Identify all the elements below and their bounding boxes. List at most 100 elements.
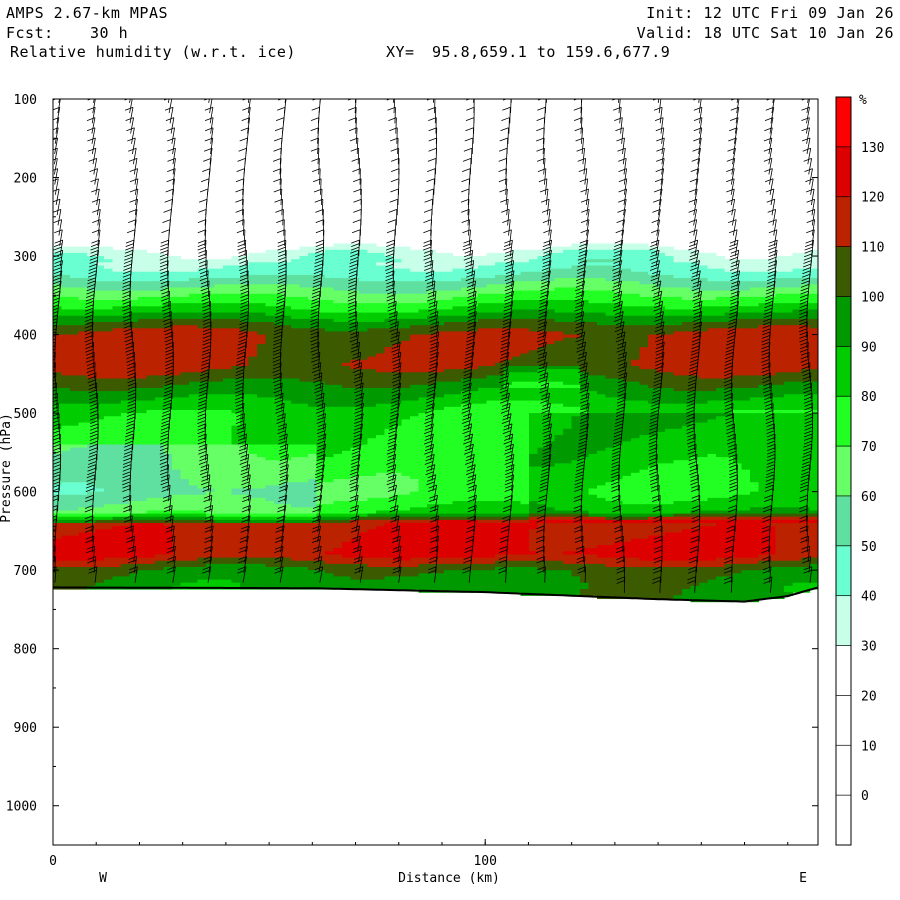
rh-cell <box>95 290 105 295</box>
rh-cell <box>265 300 275 304</box>
rh-cell <box>231 278 241 282</box>
rh-cell <box>87 281 97 285</box>
rh-cell <box>707 306 717 311</box>
rh-cell <box>206 278 216 282</box>
rh-cell <box>316 331 326 336</box>
rh-cell <box>189 322 199 326</box>
rh-cell <box>172 334 182 339</box>
rh-cell <box>350 315 360 320</box>
rh-cell <box>146 287 156 292</box>
rh-cell <box>571 296 581 301</box>
rh-cell <box>614 303 624 307</box>
rh-cell <box>231 271 241 276</box>
rh-cell <box>461 293 471 298</box>
rh-cell <box>418 259 428 263</box>
rh-cell <box>503 252 513 257</box>
rh-cell <box>520 262 530 267</box>
rh-cell <box>418 271 428 276</box>
rh-cell <box>580 287 590 292</box>
rh-cell <box>809 325 818 329</box>
rh-cell <box>410 252 420 257</box>
rh-cell <box>809 259 818 263</box>
rh-cell <box>631 344 641 348</box>
rh-cell <box>342 337 352 342</box>
rh-cell <box>61 344 71 348</box>
rh-cell <box>639 271 649 276</box>
rh-cell <box>716 274 726 279</box>
rh-cell <box>342 306 352 311</box>
rh-cell <box>410 350 420 355</box>
rh-cell <box>223 268 233 273</box>
rh-cell <box>520 287 530 292</box>
rh-cell <box>758 268 768 273</box>
rh-cell <box>393 315 403 320</box>
rh-cell <box>631 290 641 295</box>
rh-cell <box>529 268 539 273</box>
rh-cell <box>257 262 267 267</box>
rh-cell <box>342 265 352 270</box>
rh-cell <box>656 281 666 285</box>
rh-cell <box>520 271 530 276</box>
rh-cell <box>512 293 522 298</box>
rh-cell <box>214 347 224 351</box>
rh-cell <box>605 300 615 304</box>
rh-cell <box>231 312 241 317</box>
rh-cell <box>648 312 658 317</box>
rh-cell <box>155 287 165 292</box>
rh-cell <box>291 281 301 285</box>
rh-cell <box>316 356 326 361</box>
rh-cell <box>478 303 488 307</box>
rh-cell <box>291 284 301 289</box>
rh-cell <box>291 262 301 267</box>
rh-cell <box>469 350 479 355</box>
rh-cell <box>809 262 818 267</box>
rh-cell <box>282 353 292 358</box>
rh-cell <box>95 249 105 254</box>
rh-cell <box>597 347 607 351</box>
rh-cell <box>784 300 794 304</box>
rh-cell <box>299 315 309 320</box>
rh-cell <box>61 278 71 282</box>
rh-cell <box>631 259 641 263</box>
rh-cell <box>444 325 454 329</box>
rh-cell <box>138 303 148 307</box>
rh-cell <box>554 356 564 361</box>
rh-cell <box>265 262 275 267</box>
rh-cell <box>223 344 233 348</box>
rh-cell <box>248 350 258 355</box>
rh-cell <box>741 309 751 314</box>
rh-cell <box>121 249 131 254</box>
rh-cell <box>78 246 88 251</box>
rh-cell <box>172 312 182 317</box>
rh-cell <box>291 290 301 295</box>
rh-cell <box>495 340 505 345</box>
rh-cell <box>546 296 556 301</box>
rh-cell <box>690 278 700 282</box>
rh-cell <box>554 300 564 304</box>
rh-cell <box>758 315 768 320</box>
rh-cell <box>104 268 114 273</box>
rh-cell <box>656 340 666 345</box>
rh-cell <box>325 318 335 323</box>
rh-cell <box>95 252 105 257</box>
rh-cell <box>257 252 267 257</box>
rh-cell <box>308 290 318 295</box>
rh-cell <box>410 284 420 289</box>
rh-cell <box>537 252 547 257</box>
rh-cell <box>775 271 785 276</box>
rh-cell <box>792 252 802 257</box>
rh-cell <box>112 337 122 342</box>
rh-cell <box>622 274 632 279</box>
rh-cell <box>104 265 114 270</box>
rh-cell <box>452 318 462 323</box>
rh-cell <box>367 290 377 295</box>
rh-cell <box>257 328 267 333</box>
rh-cell <box>410 259 420 263</box>
rh-cell <box>512 337 522 342</box>
rh-cell <box>665 296 675 301</box>
rh-cell <box>384 256 394 260</box>
rh-cell <box>257 340 267 345</box>
rh-cell <box>265 259 275 263</box>
rh-cell <box>274 347 284 351</box>
rh-cell <box>61 353 71 358</box>
